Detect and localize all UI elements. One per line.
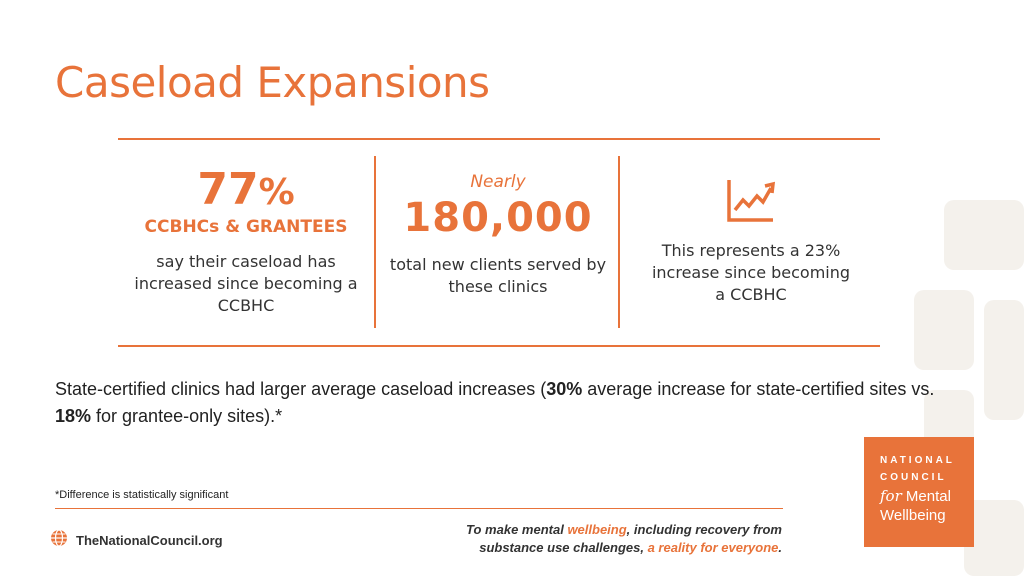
stat-caseload-increase: 77% CCBHCs & GRANTEES say their caseload… — [118, 150, 374, 317]
stat-description: This represents a 23% increase since bec… — [651, 241, 851, 304]
top-divider — [118, 138, 880, 140]
stat-percent: 77% — [197, 164, 295, 215]
site-url: TheNationalCouncil.org — [76, 533, 223, 548]
column-divider-2 — [618, 156, 620, 328]
globe-icon — [50, 529, 68, 552]
stat-prefix: Nearly — [470, 172, 526, 192]
background-decoration — [914, 200, 1024, 576]
stat-description: total new clients served by these clinic… — [389, 255, 607, 296]
tagline: To make mental wellbeing, including reco… — [466, 522, 782, 555]
stat-subtitle: CCBHCs & GRANTEES — [144, 217, 348, 237]
page-title: Caseload Expansions — [55, 58, 490, 107]
national-council-logo: NATIONAL COUNCIL for Mental Wellbeing — [864, 437, 974, 547]
trend-up-chart-icon — [622, 176, 880, 228]
footer-divider — [55, 508, 783, 509]
stat-percent-increase: This represents a 23% increase since bec… — [622, 150, 880, 306]
stat-number: 180,000 — [403, 195, 593, 241]
bottom-divider — [118, 345, 880, 347]
column-divider-1 — [374, 156, 376, 328]
stat-description: say their caseload has increased since b… — [134, 252, 358, 315]
footer-site: TheNationalCouncil.org — [50, 529, 223, 552]
body-paragraph: State-certified clinics had larger avera… — [55, 379, 935, 426]
stat-new-clients: Nearly 180,000 total new clients served … — [378, 150, 618, 298]
footnote: *Difference is statistically significant — [55, 489, 229, 501]
